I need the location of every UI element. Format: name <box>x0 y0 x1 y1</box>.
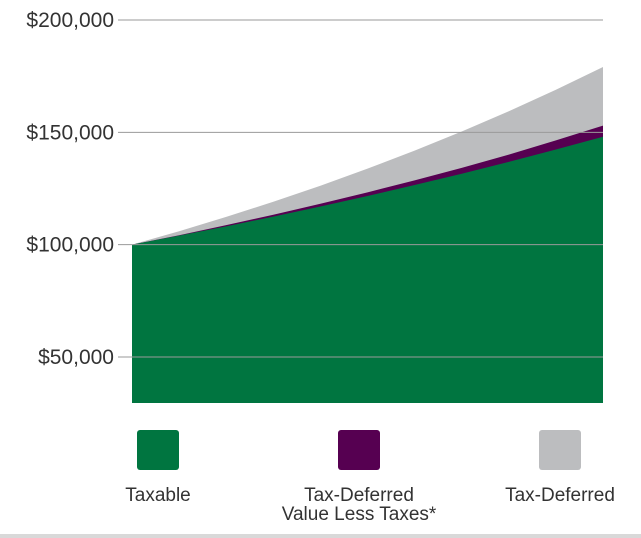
y-tick-label-2: $100,000 <box>26 234 114 257</box>
legend-label-1-line-1: Value Less Taxes* <box>282 504 437 525</box>
legend-label-1-line-0: Tax-Deferred <box>304 485 414 506</box>
y-tick-label-0: $200,000 <box>26 9 114 32</box>
legend-swatch-0 <box>137 430 179 470</box>
legend-label-2: Tax-Deferred <box>505 485 615 506</box>
legend-swatch-2 <box>539 430 581 470</box>
grid-lines <box>118 19 603 358</box>
area-series-0 <box>132 136 603 403</box>
y-tick-label-3: $50,000 <box>38 346 114 369</box>
legend-swatch-1 <box>338 430 380 470</box>
legend-label-0: Taxable <box>125 485 191 506</box>
bottom-rule <box>0 534 641 538</box>
chart-areas <box>132 66 603 404</box>
y-axis-ticks: $200,000 $150,000 $100,000 $50,000 <box>26 9 114 369</box>
y-tick-label-1: $150,000 <box>26 121 114 144</box>
